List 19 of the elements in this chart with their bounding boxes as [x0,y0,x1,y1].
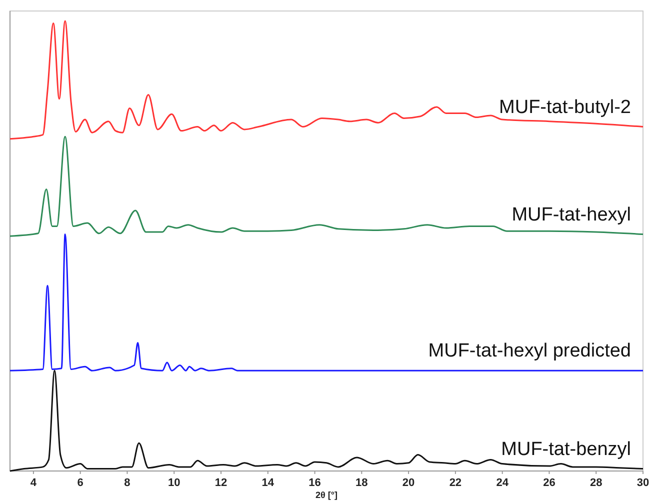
x-tick-label: 10 [168,477,180,489]
x-tick-label: 22 [449,477,462,489]
x-tick-label: 14 [262,477,275,489]
series-label: MUF-tat-hexyl predicted [428,340,631,362]
x-tick-label: 6 [77,477,84,489]
series-label: MUF-tat-butyl-2 [499,96,631,118]
x-tick-label: 16 [308,477,321,489]
x-axis-title: 2θ [°] [316,490,338,500]
x-tick-label: 24 [496,477,510,489]
x-tick-label: 30 [636,477,650,489]
series-label: MUF-tat-benzyl [501,438,631,460]
x-tick-label: 18 [356,477,368,489]
x-tick-label: 28 [590,477,602,489]
x-tick-label: 8 [124,477,130,489]
x-tick-label: 26 [543,477,556,489]
x-tick-label: 4 [30,477,38,489]
series-label: MUF-tat-hexyl [512,204,631,226]
x-tick-label: 20 [402,477,415,489]
x-tick-label: 12 [214,477,228,489]
